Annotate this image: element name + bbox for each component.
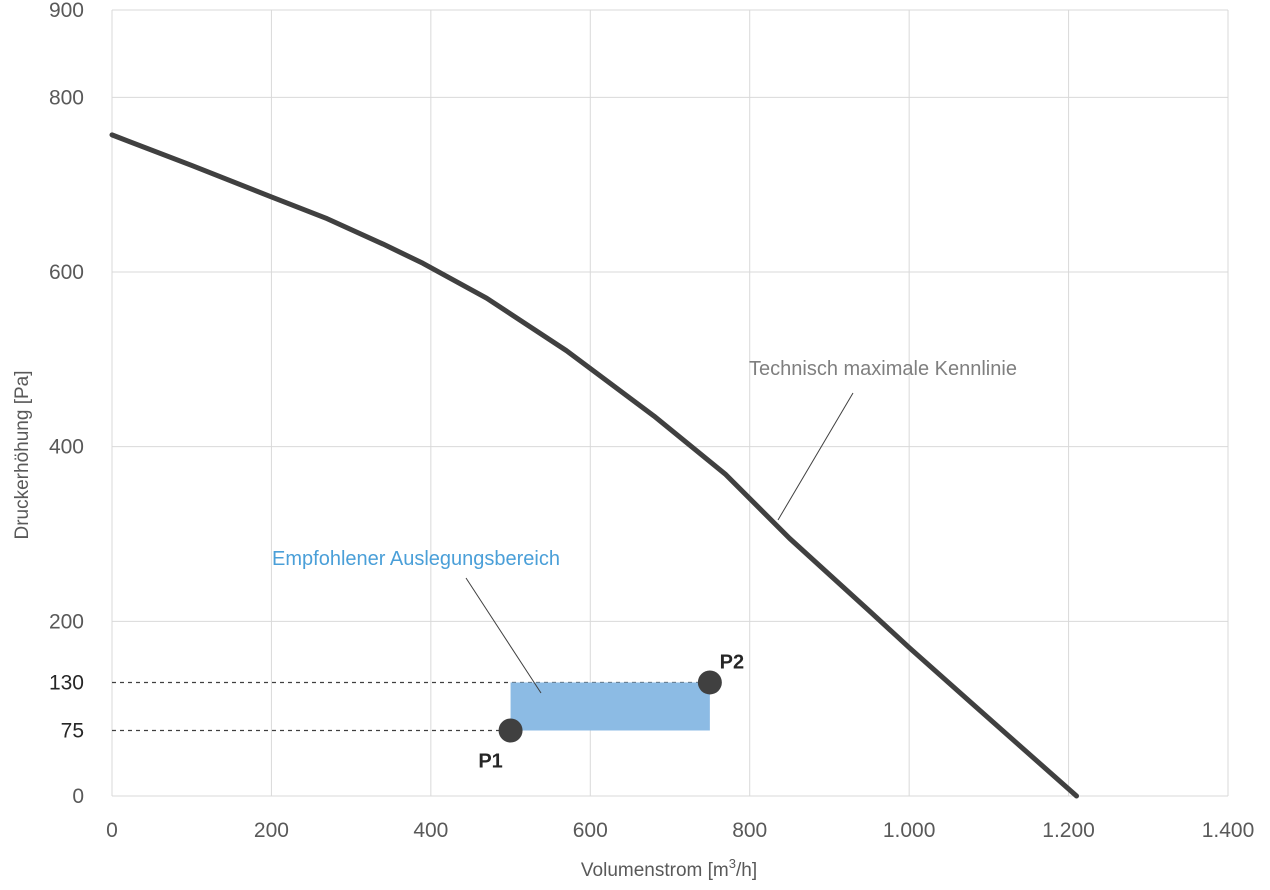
- y-tick-label-0: 0: [72, 785, 84, 808]
- x-tick-label-5: 1.000: [883, 819, 936, 842]
- y-tick-label-5: 900: [49, 0, 84, 22]
- y-tick-label-extra-0: 75: [61, 720, 84, 743]
- y-tick-label-4: 800: [49, 86, 84, 109]
- annotation-design-range: Empfohlener Auslegungsbereich: [272, 548, 560, 570]
- y-tick-label-extra-1: 130: [49, 671, 84, 694]
- x-tick-label-4: 800: [732, 819, 767, 842]
- x-tick-label-0: 0: [106, 819, 118, 842]
- x-tick-label-6: 1.200: [1042, 819, 1095, 842]
- points-layer: P1 P2: [478, 651, 744, 772]
- x-ticks: 0 200 400 600 800 1.000 1.200 1.400: [106, 819, 1254, 842]
- y-tick-label-1: 200: [49, 610, 84, 633]
- x-tick-label-3: 600: [573, 819, 608, 842]
- leader-max-curve: [777, 392, 854, 521]
- point-label-p1: P1: [478, 751, 502, 773]
- grid: [111, 9, 1229, 797]
- design-region: [510, 682, 710, 731]
- y-tick-label-2: 400: [49, 436, 84, 459]
- x-tick-label-7: 1.400: [1202, 819, 1255, 842]
- series-layer: [109, 132, 1080, 799]
- annotation-leaders: [465, 392, 854, 694]
- x-tick-label-1: 200: [254, 819, 289, 842]
- y-tick-label-3: 600: [49, 261, 84, 284]
- design-region-rect: [510, 682, 710, 731]
- x-axis-title: Volumenstrom [m3/h]: [581, 856, 757, 881]
- point-p1: [498, 718, 523, 743]
- point-label-p2: P2: [720, 651, 744, 673]
- annotation-max-curve: Technisch maximale Kennlinie: [749, 358, 1017, 380]
- x-tick-label-2: 400: [413, 819, 448, 842]
- leader-design-range: [465, 577, 542, 694]
- y-ticks: 0 200 400 600 800 900 75 130: [49, 0, 84, 808]
- point-p2: [697, 670, 722, 695]
- plot-area: [112, 10, 1228, 796]
- y-axis-title: Druckerhöhung [Pa]: [12, 371, 33, 540]
- series-line-max-curve: [109, 132, 1080, 799]
